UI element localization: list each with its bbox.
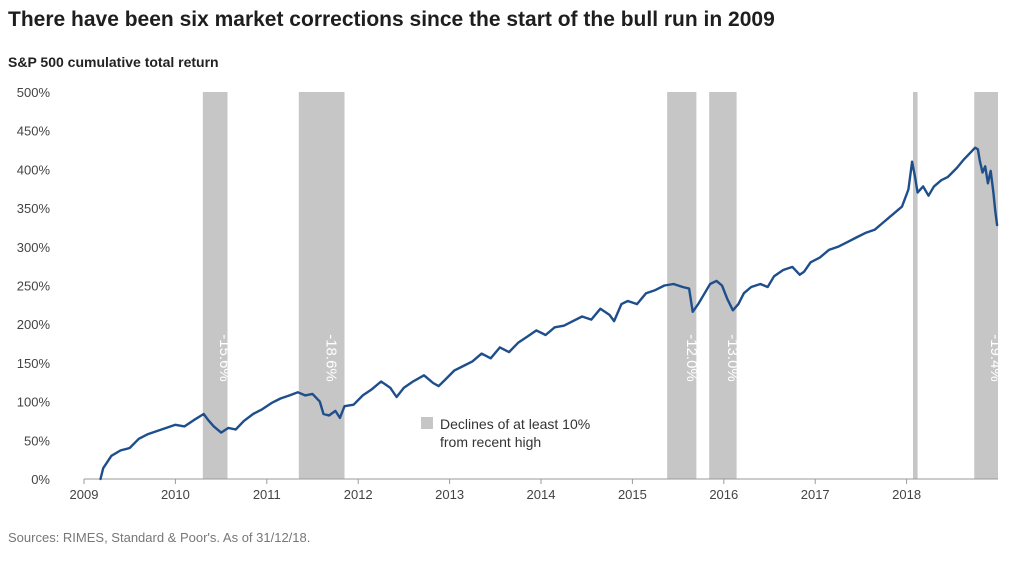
correction-label: -13.0%: [724, 334, 741, 382]
legend-text-line1: Declines of at least 10%: [440, 416, 590, 432]
correction-label: -10.1%: [916, 334, 933, 382]
x-tick-label: 2015: [618, 487, 647, 502]
x-tick-label: 2010: [161, 487, 190, 502]
legend-text-line2: from recent high: [440, 434, 541, 450]
y-tick-label: 100%: [17, 395, 51, 410]
y-tick-label: 350%: [17, 201, 51, 216]
y-tick-label: 300%: [17, 240, 51, 255]
correction-label: -15.6%: [216, 334, 233, 382]
x-tick-label: 2013: [435, 487, 464, 502]
series-line: [99, 146, 999, 481]
correction-band: [202, 92, 228, 479]
y-tick-label: 200%: [17, 317, 51, 332]
y-tick-label: 500%: [17, 85, 51, 100]
correction-label: -12.0%: [683, 334, 700, 382]
source-note: Sources: RIMES, Standard & Poor's. As of…: [8, 530, 311, 545]
correction-band: [912, 92, 918, 479]
chart-title: There have been six market corrections s…: [8, 8, 775, 31]
x-tick-label: 2018: [892, 487, 921, 502]
correction-label: -18.6%: [323, 334, 340, 382]
y-tick-label: 50%: [24, 433, 50, 448]
axes: 0% 50% 100% 150% 200% 250% 300% 350% 400% 450% 500…: [17, 85, 998, 502]
y-tick-label: 250%: [17, 279, 51, 294]
chart-subtitle: S&P 500 cumulative total return: [8, 54, 219, 70]
correction-band: [298, 92, 345, 479]
legend-swatch: [421, 417, 433, 429]
y-tick-label: 400%: [17, 162, 51, 177]
x-tick-label: 2012: [344, 487, 373, 502]
correction-bands: [202, 92, 998, 479]
x-tick-label: 2014: [527, 487, 556, 502]
x-tick-label: 2011: [253, 487, 281, 502]
y-tick-label: 0%: [31, 472, 50, 487]
correction-label: -19.4%: [987, 334, 1004, 382]
legend: Declines of at least 10% from recent hig…: [421, 416, 590, 450]
y-tick-label: 450%: [17, 124, 51, 139]
series-layer: [99, 146, 999, 481]
correction-band-labels: -15.6% -18.6% -12.0% -13.0% -10.1% -19.4%: [216, 334, 1004, 382]
y-tick-label: 150%: [17, 356, 51, 371]
x-tick-label: 2017: [801, 487, 830, 502]
x-tick-label: 2009: [70, 487, 99, 502]
x-tick-label: 2016: [709, 487, 738, 502]
